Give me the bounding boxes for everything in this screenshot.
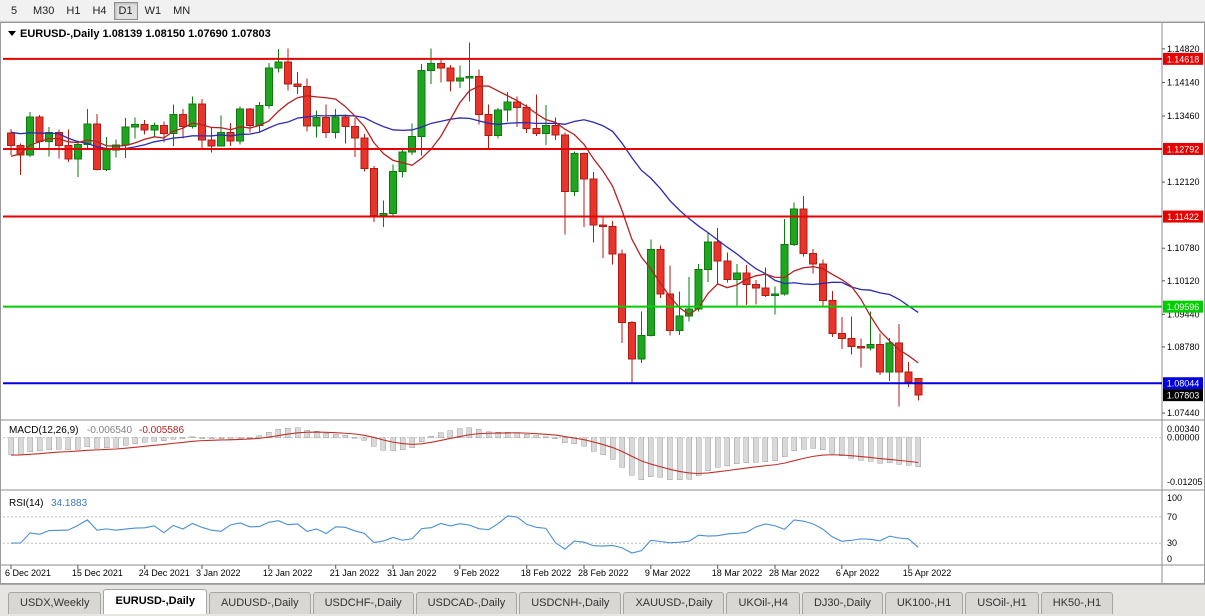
price-badge-1.14618: 1.14618 xyxy=(1163,52,1203,65)
chart-window: 1.14820 1.14140 1.13460 1.12120 1.10780 1.101… xyxy=(0,22,1205,584)
chart-tab-xauusd-daily[interactable]: XAUUSD-,Daily xyxy=(623,592,725,614)
price-badge-1.12792: 1.12792 xyxy=(1163,142,1203,155)
svg-text:-0.006540: -0.006540 xyxy=(87,425,132,436)
price-badge-1.11422: 1.11422 xyxy=(1163,210,1203,223)
rsi-header: RSI(14) 34.1883 xyxy=(9,498,88,509)
chart-tab-usdcnh-daily[interactable]: USDCNH-,Daily xyxy=(519,592,622,614)
price-axis-label: 1.07440 xyxy=(1167,408,1200,418)
price-axis-label: 1.09440 xyxy=(1167,309,1200,319)
rsi-line xyxy=(10,515,919,554)
svg-text:1.14618: 1.14618 xyxy=(1167,54,1200,64)
timeframe-button-h4[interactable]: H4 xyxy=(92,4,107,17)
svg-text:34.1883: 34.1883 xyxy=(51,498,88,509)
time-axis: 6 Dec 2021 15 Dec 2021 24 Dec 2021 3 Jan 20… xyxy=(5,565,951,578)
price-axis-label: 1.10120 xyxy=(1167,276,1200,286)
chart-tab-dj30-daily[interactable]: DJ30-,Daily xyxy=(801,592,883,614)
svg-text:-0.005586: -0.005586 xyxy=(139,425,184,436)
time-axis-label: 12 Jan 2022 xyxy=(263,568,313,578)
time-axis-label: 9 Mar 2022 xyxy=(645,568,691,578)
time-axis-label: 24 Dec 2021 xyxy=(139,568,190,578)
chart-tab-uk100-h1[interactable]: UK100-,H1 xyxy=(884,592,964,614)
timeframe-toolbar: 5 M30 H1 H4 D1 W1 MN xyxy=(0,0,1205,22)
price-axis-label: 1.10780 xyxy=(1167,243,1200,253)
chart-tab-bar: USDX,Weekly EURUSD-,Daily AUDUSD-,Daily USD… xyxy=(0,584,1205,616)
svg-text:MACD(12,26,9): MACD(12,26,9) xyxy=(9,425,78,436)
svg-text:1.09596: 1.09596 xyxy=(1167,302,1200,312)
time-axis-label: 21 Jan 2022 xyxy=(330,568,380,578)
price-axis-label: 1.12120 xyxy=(1167,177,1200,187)
time-axis-label: 15 Dec 2021 xyxy=(72,568,123,578)
macd-histogram xyxy=(8,427,921,481)
timeframe-button-w1[interactable]: W1 xyxy=(144,4,162,17)
time-axis-label: 28 Mar 2022 xyxy=(769,568,820,578)
chart-tab-usdx-weekly[interactable]: USDX,Weekly xyxy=(8,592,102,614)
chart-tab-usoil-h1[interactable]: USOil-,H1 xyxy=(965,592,1039,614)
macd-axis-min: -0.01205 xyxy=(1167,477,1203,487)
svg-text:1.07803: 1.07803 xyxy=(1167,391,1200,401)
macd-axis-zero: 0.00000 xyxy=(1167,433,1200,443)
svg-text:EURUSD-,Daily 1.08139 1.08150: EURUSD-,Daily 1.08139 1.08150 1.07690 1.… xyxy=(20,28,271,40)
candlestick-series xyxy=(7,42,923,407)
price-axis-label: 1.08780 xyxy=(1167,342,1200,352)
chart-tab-ukoil-h4[interactable]: UKOil-,H4 xyxy=(726,592,800,614)
price-badge-1.08044: 1.08044 xyxy=(1163,377,1203,390)
timeframe-button-d1[interactable]: D1 xyxy=(113,1,138,20)
price-badge-1.07803: 1.07803 xyxy=(1163,389,1203,402)
rsi-axis-70: 70 xyxy=(1167,512,1177,522)
svg-text:1.11422: 1.11422 xyxy=(1167,212,1199,222)
chart-tab-hk50-h1[interactable]: HK50-,H1 xyxy=(1040,592,1114,614)
price-axis: 1.14820 1.14140 1.13460 1.12120 1.10780 1.101… xyxy=(1162,44,1203,564)
chart-tab-audusd-daily[interactable]: AUDUSD-,Daily xyxy=(208,592,311,614)
rsi-axis-30: 30 xyxy=(1167,538,1177,548)
one-click-trading-arrow[interactable] xyxy=(8,31,16,36)
svg-text:RSI(14): RSI(14) xyxy=(9,498,43,509)
rsi-axis-100: 100 xyxy=(1167,493,1182,503)
chart-tab-eurusd-daily[interactable]: EURUSD-,Daily xyxy=(103,589,207,614)
chart-ohlc-header: EURUSD-,Daily 1.08139 1.08150 1.07690 1.… xyxy=(8,28,271,40)
time-axis-label: 18 Feb 2022 xyxy=(521,568,572,578)
price-badge-1.09596: 1.09596 xyxy=(1163,300,1203,313)
time-axis-label: 28 Feb 2022 xyxy=(578,568,629,578)
rsi-axis-0: 0 xyxy=(1167,554,1172,564)
macd-header: MACD(12,26,9) -0.006540 -0.005586 xyxy=(9,425,184,436)
timeframe-button-m30[interactable]: M30 xyxy=(33,4,55,17)
chart-background xyxy=(1,23,1204,583)
time-axis-label: 31 Jan 2022 xyxy=(387,568,437,578)
timeframe-button-mn[interactable]: MN xyxy=(173,4,191,17)
time-axis-label: 3 Jan 2022 xyxy=(196,568,241,578)
macd-axis-max: 0.00340 xyxy=(1167,424,1200,434)
time-axis-label: 18 Mar 2022 xyxy=(712,568,763,578)
price-axis-label: 1.14140 xyxy=(1167,77,1200,87)
time-axis-label: 9 Feb 2022 xyxy=(454,568,500,578)
chart-tab-usdcad-daily[interactable]: USDCAD-,Daily xyxy=(415,592,518,614)
timeframe-button-h1[interactable]: H1 xyxy=(66,4,81,17)
time-axis-label: 6 Apr 2022 xyxy=(836,568,880,578)
chart-canvas[interactable]: 1.14820 1.14140 1.13460 1.12120 1.10780 1.101… xyxy=(1,23,1204,583)
macd-signal-line xyxy=(10,431,919,475)
svg-text:1.12792: 1.12792 xyxy=(1167,144,1200,154)
time-axis-label: 6 Dec 2021 xyxy=(5,568,51,578)
timeframe-button-5[interactable]: 5 xyxy=(10,4,18,17)
chart-tab-usdchf-daily[interactable]: USDCHF-,Daily xyxy=(312,592,414,614)
svg-text:1.08044: 1.08044 xyxy=(1167,379,1200,389)
price-axis-label: 1.13460 xyxy=(1167,111,1200,121)
time-axis-label: 15 Apr 2022 xyxy=(903,568,952,578)
ma-fast-line[interactable] xyxy=(10,85,919,364)
price-axis-label: 1.14820 xyxy=(1167,44,1200,54)
